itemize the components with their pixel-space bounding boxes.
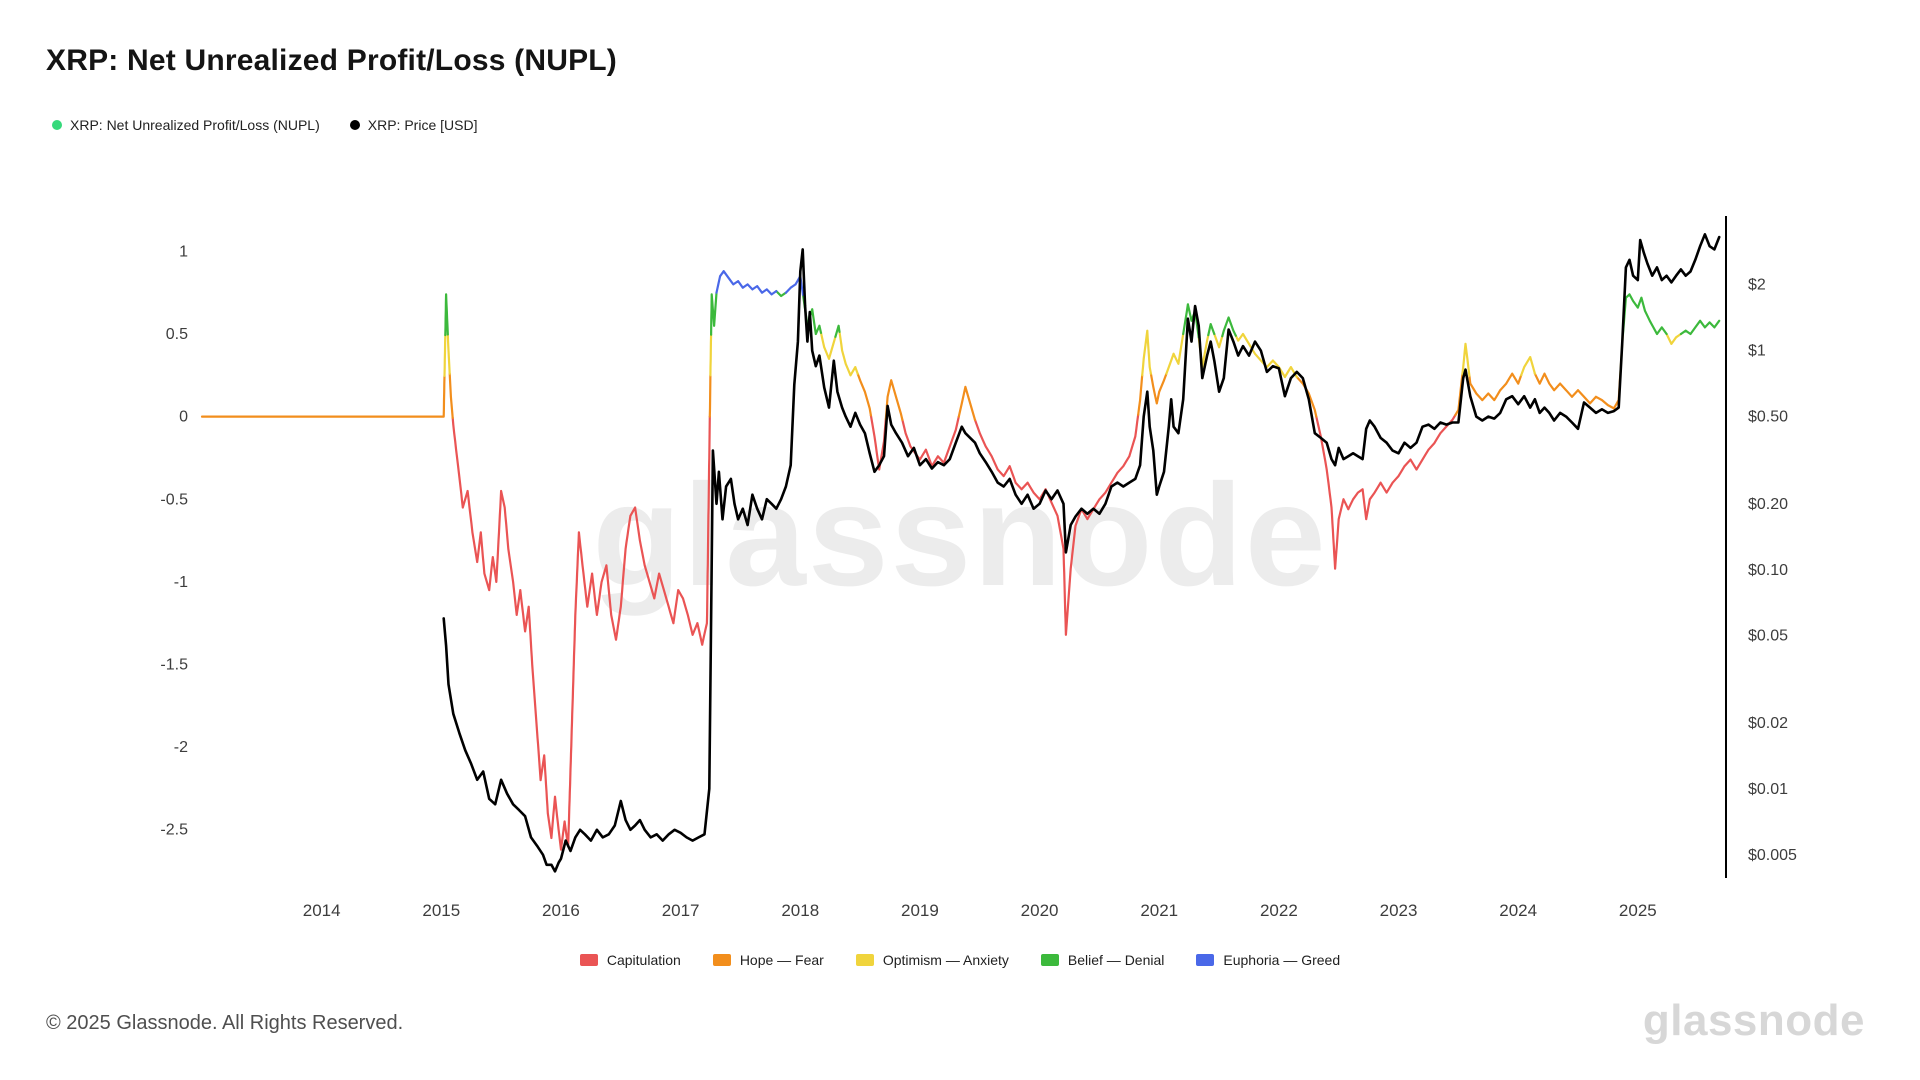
price-line (442, 233, 1721, 873)
series-legend-item-price[interactable]: XRP: Price [USD] (349, 117, 478, 133)
copyright-text: © 2025 Glassnode. All Rights Reserved. (46, 1012, 404, 1034)
right-axis-tick-label: $0.20 (1748, 496, 1788, 513)
band-label-euphoria-greed: Euphoria — Greed (1223, 952, 1341, 968)
series-legend: XRP: Net Unrealized Profit/Loss (NUPL) X… (52, 117, 477, 133)
glassnode-logo: glassnode (1642, 996, 1865, 1045)
band-legend-item-belief-denial[interactable]: Belief — Denial (1040, 952, 1165, 968)
band-label-capitulation: Capitulation (606, 952, 681, 968)
nupl-line-0 (451, 413, 1457, 851)
x-axis-tick-label: 2021 (1140, 901, 1178, 920)
left-axis-tick-label: -1.5 (160, 656, 188, 673)
nupl-line-3 (444, 290, 1721, 339)
left-axis-tick-label: -2.5 (160, 822, 188, 839)
nupl-line-2 (443, 329, 1682, 379)
right-axis-tick-label: $1 (1748, 343, 1766, 360)
hope-fear-color-chip (712, 954, 731, 966)
right-axis-tick-label: $0.01 (1748, 781, 1788, 798)
x-axis-tick-label: 2016 (542, 901, 580, 920)
series-legend-label-nupl: XRP: Net Unrealized Profit/Loss (NUPL) (70, 117, 320, 133)
euphoria-greed-color-chip (1196, 954, 1215, 966)
left-axis-tick-label: -0.5 (160, 491, 188, 508)
left-axis-tick-label: 0.5 (166, 326, 188, 343)
left-axis-tick-label: -1 (174, 574, 188, 591)
x-axis-tick-label: 2020 (1021, 901, 1059, 920)
right-axis-tick-label: $0.10 (1748, 562, 1788, 579)
x-axis-tick-label: 2014 (303, 901, 341, 920)
x-axis-tick-label: 2015 (422, 901, 460, 920)
band-label-belief-denial: Belief — Denial (1067, 952, 1165, 968)
page-title: XRP: Net Unrealized Profit/Loss (NUPL) (46, 44, 617, 77)
band-label-optimism-anxiety: Optimism — Anxiety (882, 952, 1009, 968)
band-legend-item-optimism-anxiety[interactable]: Optimism — Anxiety (855, 952, 1009, 968)
band-legend: Capitulation Hope — Fear Optimism — Anxi… (0, 952, 1920, 968)
right-axis-tick-label: $0.50 (1748, 409, 1788, 426)
x-axis-tick-label: 2018 (781, 901, 819, 920)
right-axis-tick-label: $0.05 (1748, 628, 1788, 645)
nupl-line-1 (200, 372, 1622, 421)
band-legend-item-capitulation[interactable]: Capitulation (579, 952, 681, 968)
x-axis-tick-label: 2024 (1499, 901, 1537, 920)
series-legend-label-price: XRP: Price [USD] (367, 117, 478, 133)
x-axis-tick-label: 2019 (901, 901, 939, 920)
band-legend-item-hope-fear[interactable]: Hope — Fear (712, 952, 824, 968)
x-axis-tick-label: 2023 (1380, 901, 1418, 920)
x-axis-tick-label: 2025 (1619, 901, 1657, 920)
right-axis-tick-label: $0.005 (1748, 847, 1797, 864)
price-series-dot-icon (349, 120, 360, 130)
x-axis-tick-label: 2017 (662, 901, 700, 920)
nupl-line-4 (715, 270, 805, 296)
left-axis-tick-label: 1 (179, 243, 188, 260)
band-label-hope-fear: Hope — Fear (739, 952, 824, 968)
nupl-series-dot-icon (52, 120, 62, 130)
capitulation-color-chip (579, 954, 598, 966)
optimism-anxiety-color-chip (855, 954, 874, 966)
series-legend-item-nupl[interactable]: XRP: Net Unrealized Profit/Loss (NUPL) (52, 117, 320, 133)
right-axis-tick-label: $0.02 (1748, 715, 1788, 732)
left-axis-tick-label: 0 (179, 409, 188, 426)
band-legend-item-euphoria-greed[interactable]: Euphoria — Greed (1196, 952, 1340, 968)
x-axis-tick-label: 2022 (1260, 901, 1298, 920)
belief-denial-color-chip (1040, 954, 1059, 966)
left-axis-tick-label: -2 (174, 739, 188, 756)
right-axis-tick-label: $2 (1748, 277, 1766, 294)
